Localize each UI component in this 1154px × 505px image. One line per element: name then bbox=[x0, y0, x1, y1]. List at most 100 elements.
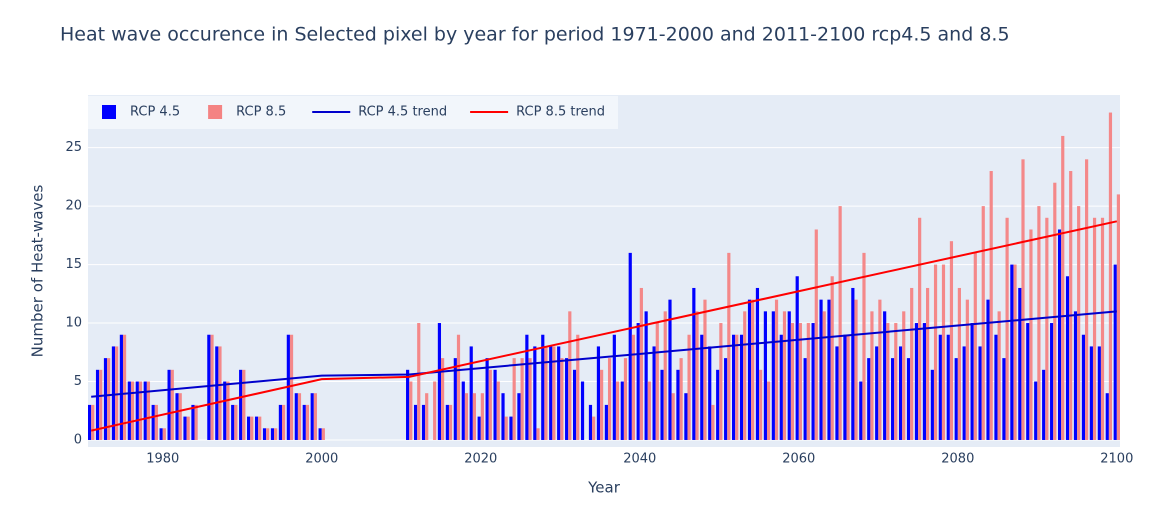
bar bbox=[755, 287, 760, 440]
legend-label: RCP 8.5 bbox=[236, 105, 286, 120]
bar bbox=[247, 416, 251, 440]
bar bbox=[194, 404, 198, 440]
bar bbox=[997, 311, 1001, 440]
bar bbox=[716, 369, 720, 440]
bar bbox=[517, 393, 521, 440]
bar bbox=[509, 416, 513, 440]
bars bbox=[88, 112, 1120, 440]
bar bbox=[318, 428, 322, 440]
bar bbox=[711, 404, 715, 440]
bar bbox=[1116, 194, 1120, 440]
legend-label: RCP 8.5 trend bbox=[516, 105, 605, 120]
bar bbox=[806, 323, 810, 440]
bar bbox=[692, 287, 696, 440]
bar bbox=[1108, 112, 1113, 440]
bar bbox=[107, 358, 111, 440]
bar bbox=[867, 358, 871, 440]
bar bbox=[437, 323, 442, 440]
bar bbox=[719, 323, 723, 440]
bar bbox=[321, 428, 325, 440]
bar bbox=[162, 428, 166, 440]
bar bbox=[262, 428, 267, 440]
bar bbox=[671, 393, 675, 440]
bar bbox=[274, 428, 278, 440]
bar bbox=[297, 393, 302, 440]
bar bbox=[560, 358, 564, 440]
bar bbox=[1069, 171, 1073, 440]
bar bbox=[644, 311, 648, 440]
bar bbox=[647, 381, 651, 440]
bar bbox=[421, 404, 426, 440]
bar bbox=[676, 369, 680, 440]
bar bbox=[533, 346, 537, 440]
bar bbox=[493, 369, 497, 440]
bar bbox=[1081, 334, 1086, 440]
bar bbox=[933, 264, 938, 440]
bar bbox=[846, 334, 850, 440]
x-tick-label: 2000 bbox=[305, 452, 338, 467]
bar bbox=[1100, 217, 1105, 440]
bar bbox=[878, 299, 882, 440]
bar bbox=[226, 381, 230, 440]
bar bbox=[138, 381, 143, 440]
bar bbox=[1057, 229, 1062, 440]
bar bbox=[528, 358, 532, 440]
bar bbox=[620, 381, 624, 440]
bar bbox=[568, 311, 572, 440]
bar bbox=[242, 369, 246, 440]
bar bbox=[151, 404, 155, 440]
bar bbox=[250, 416, 254, 440]
bar bbox=[946, 334, 950, 440]
bar bbox=[1002, 358, 1006, 440]
bar bbox=[894, 323, 898, 440]
bar bbox=[994, 334, 998, 440]
bar bbox=[88, 404, 92, 440]
bar bbox=[1077, 206, 1081, 440]
bar bbox=[254, 416, 259, 440]
bar bbox=[835, 346, 839, 440]
bar bbox=[258, 416, 262, 440]
bar bbox=[223, 381, 227, 440]
bar bbox=[557, 346, 561, 440]
bar bbox=[1092, 217, 1097, 440]
bar bbox=[949, 241, 954, 440]
bar bbox=[1105, 393, 1109, 440]
x-tick-label: 2040 bbox=[623, 452, 656, 467]
trend-line bbox=[90, 220, 1118, 432]
bar bbox=[1097, 346, 1101, 440]
bar bbox=[883, 311, 887, 440]
bar bbox=[191, 404, 195, 440]
bar bbox=[417, 323, 421, 440]
bar bbox=[480, 393, 484, 440]
bar bbox=[655, 323, 659, 440]
bar bbox=[1050, 323, 1054, 440]
bar bbox=[708, 346, 712, 440]
bar bbox=[592, 416, 596, 440]
bar bbox=[536, 428, 540, 440]
bar bbox=[652, 346, 656, 440]
bar bbox=[790, 323, 795, 440]
bar bbox=[795, 276, 799, 440]
bar bbox=[115, 346, 119, 440]
bar bbox=[906, 358, 911, 440]
bar bbox=[186, 416, 190, 440]
bar bbox=[779, 334, 783, 440]
bar bbox=[1065, 276, 1070, 440]
bar bbox=[1045, 217, 1049, 440]
bar bbox=[732, 334, 736, 440]
bar bbox=[576, 334, 580, 440]
bar bbox=[154, 404, 158, 440]
bar bbox=[294, 393, 298, 440]
bar bbox=[607, 358, 612, 440]
bar bbox=[409, 381, 413, 440]
bar bbox=[210, 334, 214, 440]
bar bbox=[215, 346, 219, 440]
bar bbox=[822, 311, 826, 440]
legend-label: RCP 4.5 trend bbox=[358, 105, 447, 120]
x-tick-label: 2100 bbox=[1100, 452, 1133, 467]
x-tick-label: 2020 bbox=[464, 452, 497, 467]
bar bbox=[146, 381, 151, 440]
bar bbox=[970, 323, 974, 440]
